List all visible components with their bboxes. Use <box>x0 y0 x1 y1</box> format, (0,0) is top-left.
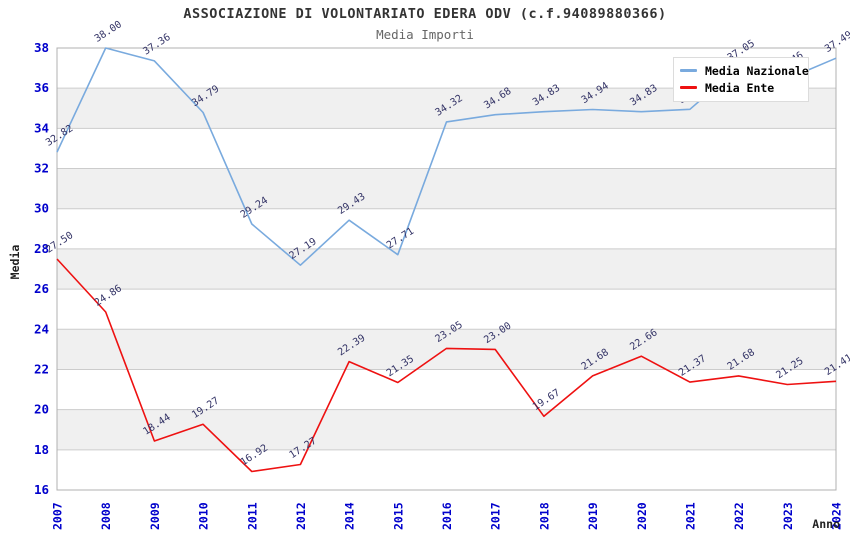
y-tick-label: 28 <box>34 241 49 256</box>
plot-band <box>57 289 836 330</box>
y-tick-label: 20 <box>34 402 49 417</box>
x-tick-label: 2024 <box>830 502 844 530</box>
point-label: 38.00 <box>93 19 124 45</box>
y-tick-label: 36 <box>34 80 49 95</box>
x-tick-label: 2018 <box>537 502 551 530</box>
plot-band <box>57 128 836 169</box>
x-tick-label: 2022 <box>732 502 746 530</box>
y-tick-label: 32 <box>34 161 49 176</box>
x-tick-label: 2014 <box>343 502 357 530</box>
plot-band <box>57 208 836 249</box>
y-tick-label: 34 <box>34 120 49 135</box>
x-tick-label: 2021 <box>683 502 697 530</box>
y-tick-label: 22 <box>34 361 49 376</box>
legend-swatch-ente-icon <box>680 86 697 89</box>
legend-item-media-ente: Media Ente <box>680 79 802 96</box>
legend-label-nazionale: Media Nazionale <box>705 63 809 78</box>
x-tick-label: 2023 <box>781 502 795 530</box>
point-label: 37.49 <box>823 29 850 55</box>
series-line-media-ente <box>56 258 837 473</box>
x-tick-label: 2016 <box>440 502 454 530</box>
chart-title: ASSOCIAZIONE DI VOLONTARIATO EDERA ODV (… <box>183 6 667 22</box>
y-tick-label: 38 <box>34 40 49 55</box>
x-tick-label: 2007 <box>51 502 65 530</box>
x-axis-title: Anno <box>812 517 840 531</box>
legend-item-media-nazionale: Media Nazionale <box>680 62 809 79</box>
x-tick-label: 2015 <box>391 502 405 530</box>
y-tick-label: 30 <box>34 201 49 216</box>
legend: Media Nazionale Media Ente <box>673 57 809 102</box>
plot-band <box>57 449 836 490</box>
x-tick-label: 2009 <box>148 502 162 530</box>
plot-border <box>56 47 837 491</box>
y-tick-label: 24 <box>34 321 49 336</box>
x-tick-label: 2010 <box>197 502 211 530</box>
x-tick-label: 2017 <box>489 502 503 530</box>
plot-band <box>57 369 836 410</box>
x-tick-label: 2012 <box>294 502 308 530</box>
chart-subtitle: Media Importi <box>376 27 474 42</box>
legend-swatch-nazionale-icon <box>680 69 697 72</box>
plot-band <box>57 168 836 209</box>
x-tick-label: 2019 <box>586 502 600 530</box>
y-tick-label: 26 <box>34 281 49 296</box>
x-tick-label: 2020 <box>635 502 649 530</box>
x-tick-label: 2011 <box>245 502 259 530</box>
y-axis-title: Media <box>8 244 22 280</box>
y-tick-label: 16 <box>34 482 49 497</box>
legend-label-ente: Media Ente <box>705 80 775 95</box>
y-tick-label: 18 <box>34 442 49 457</box>
plot-band <box>57 248 836 290</box>
plot-band <box>57 409 836 450</box>
x-tick-label: 2008 <box>99 502 113 530</box>
